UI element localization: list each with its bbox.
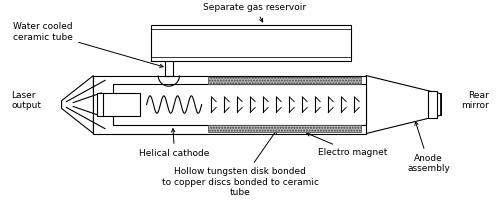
Bar: [152, 25, 352, 61]
Bar: [113, 84, 366, 125]
Polygon shape: [366, 76, 442, 133]
Bar: [208, 77, 361, 84]
Bar: [208, 125, 361, 132]
Text: Laser
output: Laser output: [12, 91, 42, 110]
Text: Anode
assembly: Anode assembly: [408, 122, 450, 173]
Text: Separate gas reservoir: Separate gas reservoir: [204, 3, 306, 22]
Bar: [94, 76, 366, 133]
Text: Hollow tungsten disk bonded
to copper discs bonded to ceramic
tube: Hollow tungsten disk bonded to copper di…: [162, 130, 319, 197]
Bar: [98, 93, 140, 116]
Bar: [428, 91, 438, 118]
Text: Electro magnet: Electro magnet: [306, 133, 387, 157]
Polygon shape: [62, 76, 94, 133]
Text: Helical cathode: Helical cathode: [140, 129, 210, 158]
Text: Water cooled
ceramic tube: Water cooled ceramic tube: [13, 22, 163, 67]
Text: Rear
mirror: Rear mirror: [461, 91, 488, 110]
